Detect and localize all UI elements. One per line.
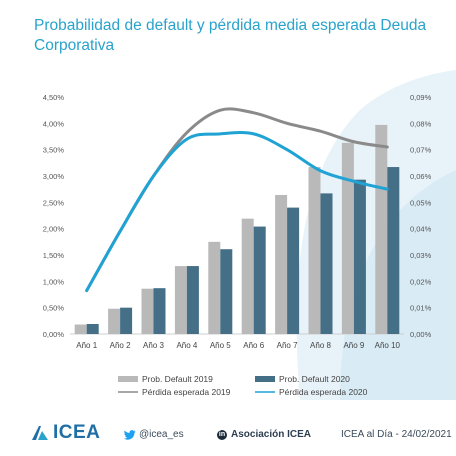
y-tick-label: 0,00%: [43, 330, 65, 339]
bar-prob-default-2020: [387, 167, 400, 334]
icea-logo[interactable]: ICEA: [30, 422, 100, 444]
x-tick-label: Año 8: [310, 341, 331, 350]
twitter-link[interactable]: @icea_es: [124, 429, 184, 440]
y2-tick-label: 0,01%: [410, 304, 432, 313]
bar-prob-default-2019: [74, 324, 87, 334]
lines: [85, 107, 389, 293]
linkedin-link[interactable]: in Asociación ICEA: [217, 429, 311, 440]
icea-logo-icon: [32, 426, 48, 440]
y-tick-label: 3,00%: [43, 172, 65, 181]
y-tick-label: 0,50%: [43, 304, 65, 313]
bar-prob-default-2019: [375, 124, 388, 334]
legend-label: Prob. Default 2019: [142, 374, 213, 384]
bar-prob-default-2019: [108, 308, 121, 334]
y2-tick-label: 0,04%: [410, 225, 432, 234]
icea-logo-text: ICEA: [53, 422, 101, 443]
legend: Prob. Default 2019 Prob. Default 2020 Pérd…: [118, 374, 368, 397]
y2-tick-label: 0,05%: [410, 198, 432, 207]
bar-prob-default-2019: [141, 288, 154, 334]
x-tick-label: Año 6: [243, 341, 264, 350]
y2-tick-label: 0,07%: [410, 146, 432, 155]
x-tick-label: Año 7: [277, 341, 298, 350]
y2-tick-label: 0,09%: [410, 93, 432, 102]
bar-prob-default-2020: [186, 266, 199, 334]
bar-prob-default-2019: [174, 266, 187, 334]
x-tick-label: Año 9: [343, 341, 364, 350]
y-tick-label: 2,50%: [43, 198, 65, 207]
x-tick-label: Año 2: [110, 341, 131, 350]
twitter-bird-icon: [124, 429, 136, 440]
legend-swatch: [255, 376, 275, 382]
bar-prob-default-2020: [253, 226, 266, 334]
legend-label: Prob. Default 2020: [279, 374, 350, 384]
line-perdida-esperada-2020: [85, 130, 389, 293]
chart: 0,00% 0,50% 1,00% 1,50% 2,00% 2,50% 3,00% 3,50%…: [43, 70, 456, 400]
y-tick-label: 3,50%: [43, 146, 65, 155]
y-tick-label: 4,00%: [43, 119, 65, 128]
bar-prob-default-2019: [341, 142, 354, 334]
bar-prob-default-2019: [308, 167, 321, 334]
x-tick-label: Año 1: [76, 341, 97, 350]
bar-prob-default-2020: [153, 288, 166, 334]
bar-prob-default-2020: [320, 193, 333, 334]
linkedin-text: Asociación ICEA: [231, 429, 312, 440]
y2-tick-label: 0,03%: [410, 251, 432, 260]
y-tick-label: 4,50%: [43, 93, 65, 102]
x-tick-label: Año 4: [176, 341, 197, 350]
bar-prob-default-2020: [287, 207, 300, 334]
legend-swatch: [118, 376, 138, 382]
x-tick-label: Año 5: [210, 341, 231, 350]
bar-prob-default-2020: [353, 179, 366, 334]
x-tick-label: Año 3: [143, 341, 164, 350]
bar-prob-default-2019: [241, 218, 254, 334]
x-tick-label: Año 10: [375, 341, 401, 350]
linkedin-icon: in: [217, 429, 227, 440]
legend-label: Pérdida esperada 2020: [279, 387, 368, 397]
bar-prob-default-2020: [120, 307, 133, 334]
y2-tick-label: 0,02%: [410, 277, 432, 286]
legend-label: Pérdida esperada 2019: [142, 387, 231, 397]
chart-title: Probabilidad de default y pérdida media …: [34, 17, 427, 54]
footer: ICEA @icea_es in Asociación ICEA ICEA al…: [0, 420, 456, 448]
bar-prob-default-2019: [275, 194, 288, 334]
y2-tick-label: 0,08%: [410, 119, 432, 128]
y-tick-label: 2,00%: [43, 225, 65, 234]
y2-tick-label: 0,00%: [410, 330, 432, 339]
bar-prob-default-2019: [208, 241, 221, 334]
y-tick-label: 1,00%: [43, 277, 65, 286]
bars: [74, 124, 400, 334]
bar-prob-default-2020: [86, 323, 99, 334]
footer-credit: ICEA al Día - 24/02/2021: [341, 429, 452, 440]
twitter-handle: @icea_es: [139, 429, 184, 440]
y-tick-label: 1,50%: [43, 251, 65, 260]
bar-prob-default-2020: [220, 249, 233, 334]
y2-tick-label: 0,06%: [410, 172, 432, 181]
